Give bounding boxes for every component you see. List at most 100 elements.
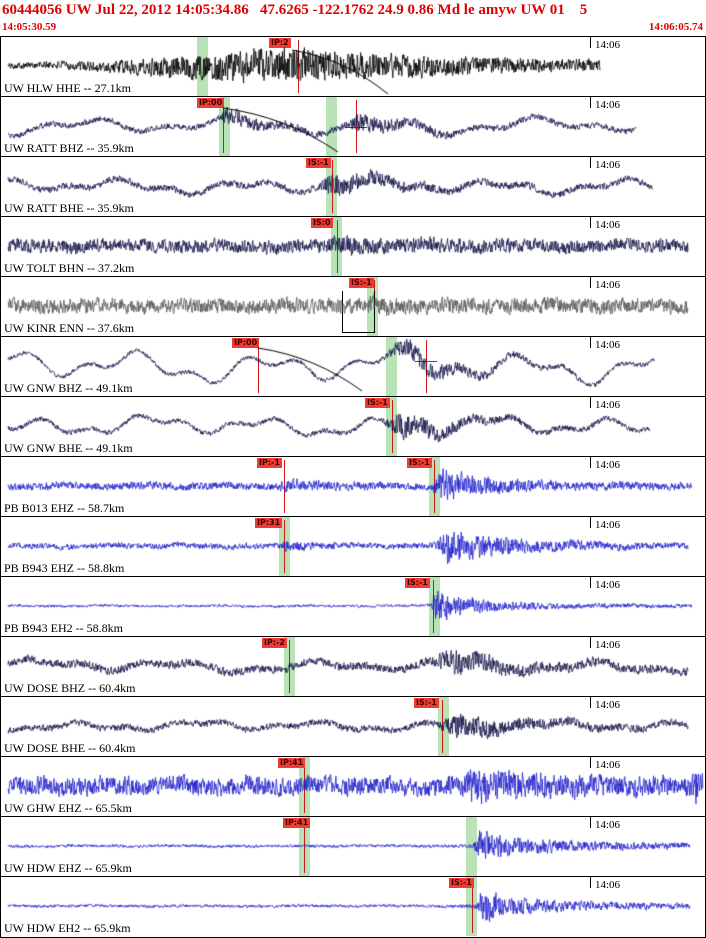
minute-tick [590, 277, 591, 288]
trace-panel-3[interactable]: IS:-1 14:06 UW RATT BHE -- 35.9km [1, 156, 705, 216]
pick-flag[interactable]: IS:0 [311, 218, 333, 228]
pick-line[interactable] [284, 460, 285, 513]
minute-tick [590, 817, 591, 828]
pick-uncertainty-band [326, 97, 337, 156]
pick-uncertainty-band [438, 697, 449, 756]
pick-line[interactable] [434, 460, 435, 513]
pick-error-bar [345, 127, 367, 128]
pick-flag[interactable]: IS:-1 [449, 878, 474, 888]
station-label: UW HDW EHZ -- 65.9km [4, 861, 132, 875]
station-label: UW KINR ENN -- 37.6km [4, 321, 135, 335]
station-label: UW TOLT BHN -- 37.2km [4, 261, 135, 275]
minute-time-label: 14:06 [595, 219, 621, 231]
minute-time-label: 14:06 [595, 459, 621, 471]
pick-line[interactable] [392, 400, 393, 453]
pick-line[interactable] [442, 700, 443, 753]
minute-time-label: 14:06 [595, 579, 621, 591]
minute-tick [590, 697, 591, 708]
pick-flag[interactable]: IP:41 [283, 818, 311, 828]
pick-flag[interactable]: IP:41 [278, 758, 306, 768]
minute-time-label: 14:06 [595, 39, 621, 51]
pick-line[interactable] [298, 40, 299, 93]
window-end-time: 14:06:05.74 [648, 21, 703, 33]
pick-line[interactable] [433, 580, 434, 633]
trace-panel-2[interactable]: IP:00 14:06 UW RATT BHZ -- 35.9km [1, 96, 705, 156]
minute-tick [590, 97, 591, 108]
station-label: UW HDW EH2 -- 65.9km [4, 921, 131, 935]
minute-time-label: 14:06 [595, 279, 621, 291]
trace-panel-8[interactable]: IP:-1 IS:-1 14:06 PB B013 EHZ -- 58.7km [1, 456, 705, 516]
station-label: UW DOSE BHZ -- 60.4km [4, 681, 136, 695]
station-label: PB B943 EH2 -- 58.8km [4, 621, 124, 635]
minute-time-label: 14:06 [595, 99, 621, 111]
trace-panel-4[interactable]: IS:0 14:06 UW TOLT BHN -- 37.2km [1, 216, 705, 276]
minute-time-label: 14:06 [595, 819, 621, 831]
minute-tick [590, 877, 591, 888]
window-start-time: 14:05:30.59 [2, 21, 57, 33]
minute-time-label: 14:06 [595, 879, 621, 891]
station-label: PB B013 EHZ -- 58.7km [4, 501, 125, 515]
minute-time-label: 14:06 [595, 339, 621, 351]
minute-tick [590, 337, 591, 348]
minute-tick [590, 157, 591, 168]
minute-tick [590, 457, 591, 468]
trace-panel-12[interactable]: IS:-1 14:06 UW DOSE BHE -- 60.4km [1, 696, 705, 756]
minute-time-label: 14:06 [595, 519, 621, 531]
trace-panel-9[interactable]: IP:31 14:06 PB B943 EHZ -- 58.8km [1, 516, 705, 576]
pick-flag[interactable]: IP:-1 [257, 458, 282, 468]
minute-tick [590, 37, 591, 48]
trace-panel-10[interactable]: IS:-1 14:06 PB B943 EH2 -- 58.8km [1, 576, 705, 636]
trace-panel-13[interactable]: IP:41 14:06 UW GHW EHZ -- 65.5km [1, 756, 705, 816]
minute-tick [590, 757, 591, 768]
pick-flag[interactable]: IS:-1 [306, 158, 331, 168]
minute-tick [590, 217, 591, 228]
station-label: UW HLW HHE -- 27.1km [4, 81, 131, 95]
station-label: PB B943 EHZ -- 58.8km [4, 561, 125, 575]
pick-flag[interactable]: IP:2 [269, 38, 291, 48]
trace-panel-11[interactable]: IP:-2 14:06 UW DOSE BHZ -- 60.4km [1, 636, 705, 696]
pick-line[interactable] [426, 340, 427, 393]
station-label: UW RATT BHE -- 35.9km [4, 201, 134, 215]
pick-flag[interactable]: IP:00 [232, 338, 260, 348]
pick-flag[interactable]: IP:31 [255, 518, 283, 528]
pick-error-bar [415, 361, 437, 362]
minute-tick [590, 517, 591, 528]
pick-flag[interactable]: IS:-1 [414, 698, 439, 708]
station-label: UW DOSE BHE -- 60.4km [4, 741, 136, 755]
trace-panel-list: IP:2 14:06 UW HLW HHE -- 27.1km IP:00 14:06 U… [0, 36, 706, 938]
station-label: UW GNW BHZ -- 49.1km [4, 381, 133, 395]
pick-flag[interactable]: IS:-1 [407, 458, 432, 468]
station-label: UW GNW BHE -- 49.1km [4, 441, 133, 455]
trace-panel-15[interactable]: IS:-1 14:06 UW HDW EH2 -- 65.9km [1, 876, 705, 936]
minute-time-label: 14:06 [595, 699, 621, 711]
trace-panel-7[interactable]: IS:-1 14:06 UW GNW BHE -- 49.1km [1, 396, 705, 456]
pick-uncertainty-band [386, 337, 397, 396]
pick-flag[interactable]: IS:-1 [405, 578, 430, 588]
pick-uncertainty-band [429, 577, 440, 636]
minute-time-label: 14:06 [595, 639, 621, 651]
pick-flag[interactable]: IP:-2 [262, 638, 287, 648]
pick-flag[interactable]: IP:00 [197, 98, 225, 108]
pick-flag[interactable]: IS:-1 [349, 278, 374, 288]
station-label: UW GHW EHZ -- 65.5km [4, 801, 132, 815]
event-title: 60444056 UW Jul 22, 2012 14:05:34.86 47.… [2, 2, 588, 18]
trace-panel-6[interactable]: IP:00 14:06 UW GNW BHZ -- 49.1km [1, 336, 705, 396]
pick-line[interactable] [332, 160, 333, 213]
pick-uncertainty-band [197, 37, 208, 96]
coda-bracket [342, 291, 375, 333]
pick-line[interactable] [284, 520, 285, 573]
trace-panel-1[interactable]: IP:2 14:06 UW HLW HHE -- 27.1km [1, 36, 705, 96]
pick-flag[interactable]: IS:-1 [365, 398, 390, 408]
minute-tick [590, 637, 591, 648]
pick-line[interactable] [337, 220, 338, 273]
pick-line[interactable] [289, 640, 290, 693]
trace-panel-14[interactable]: IP:41 14:06 UW HDW EHZ -- 65.9km [1, 816, 705, 876]
minute-time-label: 14:06 [595, 159, 621, 171]
pick-uncertainty-band [466, 817, 477, 876]
trace-panel-5[interactable]: IS:-1 14:06 UW KINR ENN -- 37.6km [1, 276, 705, 336]
minute-time-label: 14:06 [595, 759, 621, 771]
minute-time-label: 14:06 [595, 399, 621, 411]
station-label: UW RATT BHZ -- 35.9km [4, 141, 134, 155]
minute-tick [590, 397, 591, 408]
